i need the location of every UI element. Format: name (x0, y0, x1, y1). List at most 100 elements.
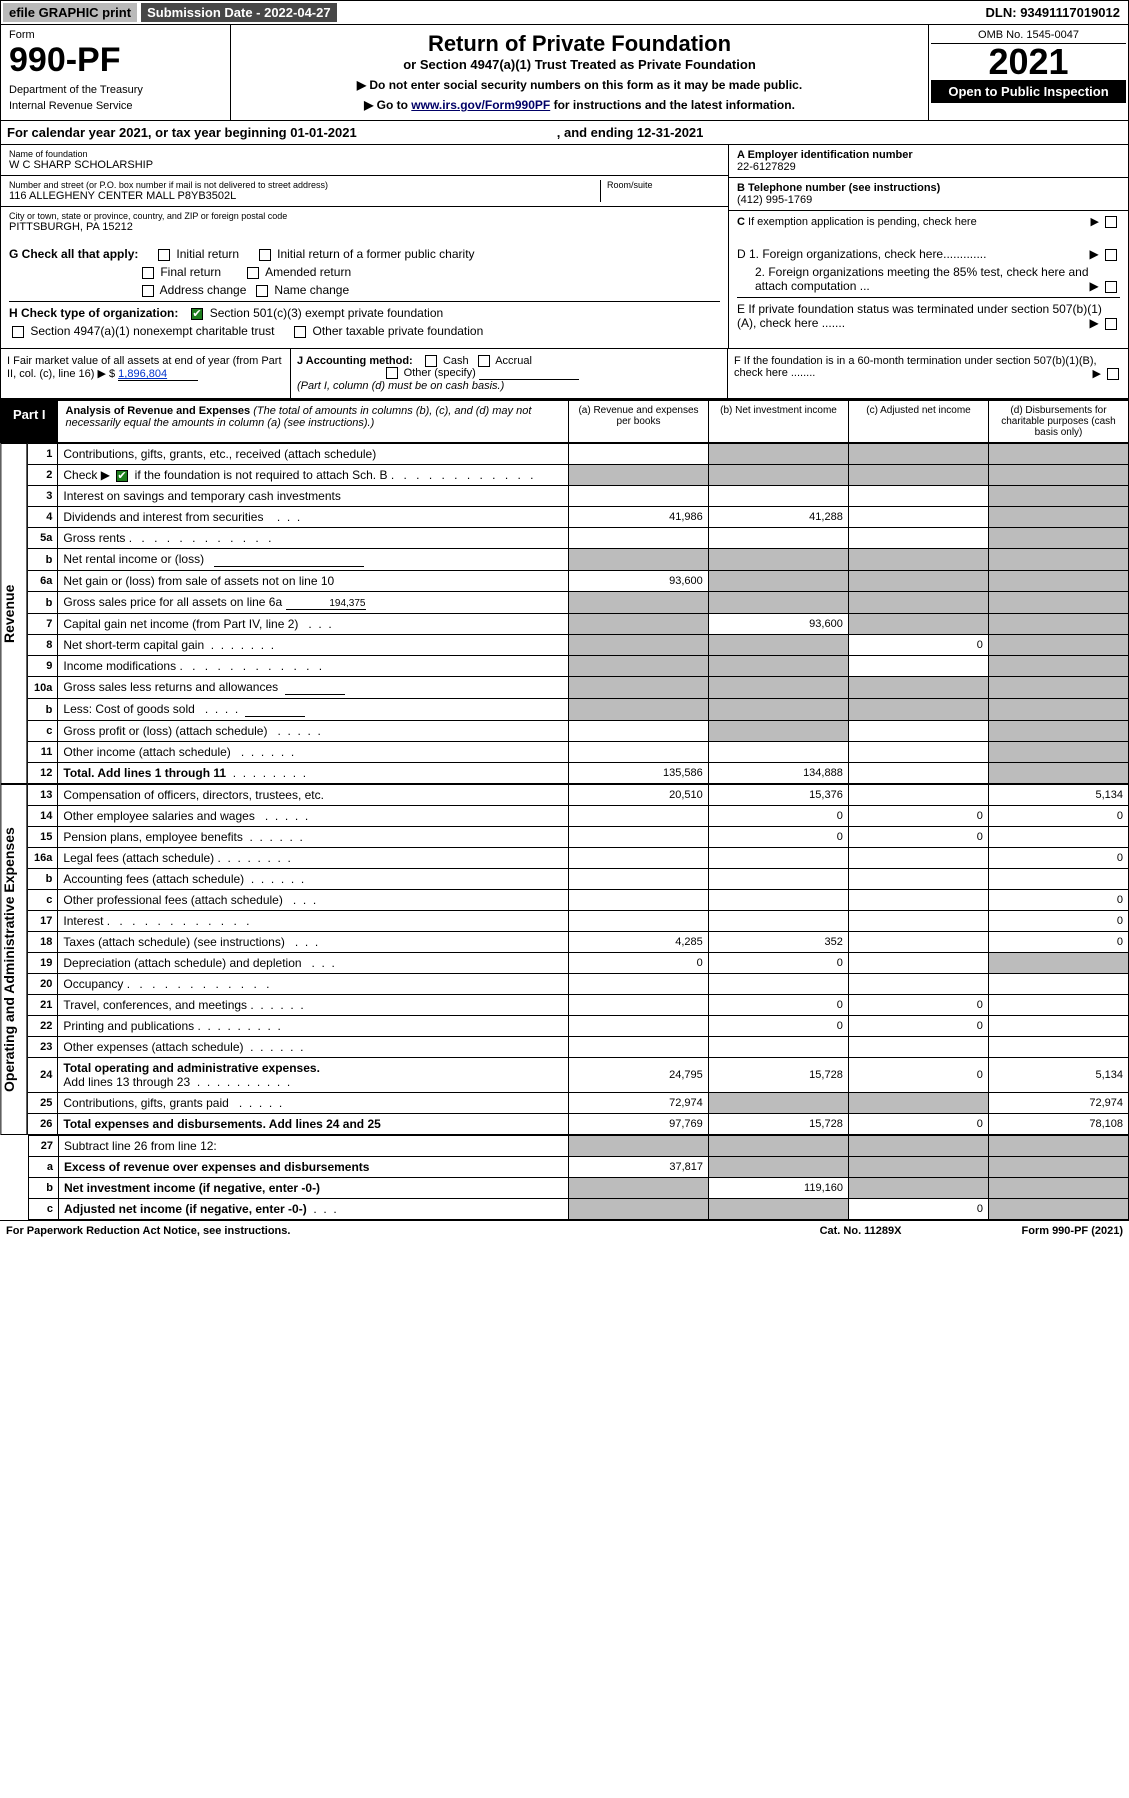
cb-501c3[interactable] (191, 308, 203, 320)
lbl-amended: Amended return (265, 265, 351, 279)
ein-label: A Employer identification number (737, 149, 1120, 161)
cb-final[interactable] (142, 267, 154, 279)
row-15: 15Pension plans, employee benefits . . .… (28, 827, 1129, 848)
row-5a: 5aGross rents (28, 528, 1129, 549)
lbl-other-method: Other (specify) (404, 367, 476, 379)
expenses-table: 13Compensation of officers, directors, t… (27, 784, 1129, 1135)
g-line2: Final return Amended return (9, 265, 720, 279)
row-26: 26Total expenses and disbursements. Add … (28, 1114, 1129, 1135)
row-16c: cOther professional fees (attach schedul… (28, 890, 1129, 911)
dept-treasury: Department of the Treasury (9, 84, 222, 96)
address: 116 ALLEGHENY CENTER MALL P8YB3502L (9, 190, 600, 202)
row-10c: cGross profit or (loss) (attach schedule… (28, 721, 1129, 742)
ijf-row: I Fair market value of all assets at end… (0, 349, 1129, 400)
form-header: Form 990-PF Department of the Treasury I… (0, 25, 1129, 120)
revenue-label: Revenue (0, 443, 27, 784)
check-right: D 1. Foreign organizations, check here..… (728, 237, 1128, 348)
i-block: I Fair market value of all assets at end… (1, 349, 291, 398)
part1-desc: Analysis of Revenue and Expenses (The to… (58, 401, 568, 442)
row-6a: 6aNet gain or (loss) from sale of assets… (28, 571, 1129, 592)
part1-label: Part I (1, 401, 58, 442)
j-block: J Accounting method: Cash Accrual Other … (291, 349, 728, 398)
f-label: F If the foundation is in a 60-month ter… (734, 355, 1097, 379)
revenue-table: 1Contributions, gifts, grants, etc., rec… (27, 443, 1129, 784)
cb-initial-return[interactable] (158, 249, 170, 261)
form-label: Form (9, 29, 222, 41)
header-right: OMB No. 1545-0047 2021 Open to Public In… (928, 25, 1128, 120)
row-6b: bGross sales price for all assets on lin… (28, 592, 1129, 614)
row-17: 17Interest 0 (28, 911, 1129, 932)
cb-initial-former[interactable] (259, 249, 271, 261)
room-label: Room/suite (607, 180, 720, 190)
cb-85pct[interactable] (1105, 281, 1117, 293)
row-11: 11Other income (attach schedule) . . . .… (28, 742, 1129, 763)
cb-foreign[interactable] (1105, 249, 1117, 261)
d2-label: 2. Foreign organizations meeting the 85%… (755, 265, 1089, 293)
lbl-addr-change: Address change (160, 283, 247, 297)
line27-table: 27Subtract line 26 from line 12: aExcess… (28, 1135, 1129, 1220)
cb-60month[interactable] (1107, 368, 1119, 380)
pending-checkbox[interactable] (1105, 216, 1117, 228)
cal-begin: For calendar year 2021, or tax year begi… (7, 125, 357, 140)
city-label: City or town, state or province, country… (9, 211, 720, 221)
cb-terminated[interactable] (1105, 318, 1117, 330)
cb-4947a1[interactable] (12, 326, 24, 338)
j-label: J Accounting method: (297, 355, 413, 367)
identification-block: Name of foundation W C SHARP SCHOLARSHIP… (0, 145, 1129, 237)
g-label: G Check all that apply: (9, 247, 138, 261)
row-27b: bNet investment income (if negative, ent… (29, 1178, 1129, 1199)
instr-link: ▶ Go to www.irs.gov/Form990PF for instru… (241, 98, 918, 112)
cb-other-method[interactable] (386, 367, 398, 379)
lbl-final: Final return (160, 265, 221, 279)
col-c-header: (c) Adjusted net income (848, 401, 988, 442)
city: PITTSBURGH, PA 15212 (9, 221, 720, 233)
top-bar: efile GRAPHIC print Submission Date - 20… (0, 0, 1129, 25)
part1-title: Analysis of Revenue and Expenses (66, 405, 251, 417)
row-2: 2Check ▶ if the foundation is not requir… (28, 465, 1129, 486)
i-value[interactable]: 1,896,804 (118, 368, 198, 381)
form990pf-link[interactable]: www.irs.gov/Form990PF (411, 98, 550, 112)
row-10a: 10aGross sales less returns and allowanc… (28, 677, 1129, 699)
phone-label: B Telephone number (see instructions) (737, 182, 940, 194)
cb-addr-change[interactable] (142, 285, 154, 297)
check-left: G Check all that apply: Initial return I… (1, 237, 728, 348)
e-label: E If private foundation status was termi… (737, 302, 1102, 330)
name-label: Name of foundation (9, 149, 720, 159)
cb-cash[interactable] (425, 355, 437, 367)
form-title: Return of Private Foundation (241, 31, 918, 57)
lbl-cash: Cash (443, 355, 469, 367)
open-public: Open to Public Inspection (931, 80, 1126, 103)
pending-label: If exemption application is pending, che… (748, 216, 977, 228)
phone-row: B Telephone number (see instructions) (4… (729, 178, 1128, 211)
foundation-name-row: Name of foundation W C SHARP SCHOLARSHIP (1, 145, 728, 176)
instr-ssn: ▶ Do not enter social security numbers o… (241, 78, 918, 92)
pending-row: C If exemption application is pending, c… (729, 211, 1128, 232)
efile-badge: efile GRAPHIC print (3, 3, 137, 22)
lbl-4947a1: Section 4947(a)(1) nonexempt charitable … (30, 324, 274, 338)
cb-amended[interactable] (247, 267, 259, 279)
lbl-501c3: Section 501(c)(3) exempt private foundat… (210, 306, 443, 320)
id-right: A Employer identification number 22-6127… (728, 145, 1128, 237)
cb-name-change[interactable] (256, 285, 268, 297)
lbl-other-taxable: Other taxable private foundation (313, 324, 484, 338)
header-left: Form 990-PF Department of the Treasury I… (1, 25, 231, 120)
expenses-wrap: Operating and Administrative Expenses 13… (0, 784, 1129, 1135)
cb-schb[interactable] (116, 470, 128, 482)
ein-row: A Employer identification number 22-6127… (729, 145, 1128, 178)
cb-accrual[interactable] (478, 355, 490, 367)
row-5b: bNet rental income or (loss) (28, 549, 1129, 571)
phone-value: (412) 995-1769 (737, 194, 1120, 206)
col-d-header: (d) Disbursements for charitable purpose… (988, 401, 1128, 442)
cal-end: , and ending 12-31-2021 (557, 125, 704, 140)
d2-line: 2. Foreign organizations meeting the 85%… (737, 265, 1120, 293)
row-13: 13Compensation of officers, directors, t… (28, 785, 1129, 806)
expenses-label: Operating and Administrative Expenses (0, 784, 27, 1135)
addr-label: Number and street (or P.O. box number if… (9, 180, 600, 190)
row-10b: bLess: Cost of goods sold . . . . (28, 699, 1129, 721)
row-23: 23Other expenses (attach schedule) . . .… (28, 1037, 1129, 1058)
cb-other-taxable[interactable] (294, 326, 306, 338)
form-subtitle: or Section 4947(a)(1) Trust Treated as P… (241, 57, 918, 72)
irs: Internal Revenue Service (9, 100, 222, 112)
ein-value: 22-6127829 (737, 161, 1120, 173)
row-14: 14Other employee salaries and wages . . … (28, 806, 1129, 827)
